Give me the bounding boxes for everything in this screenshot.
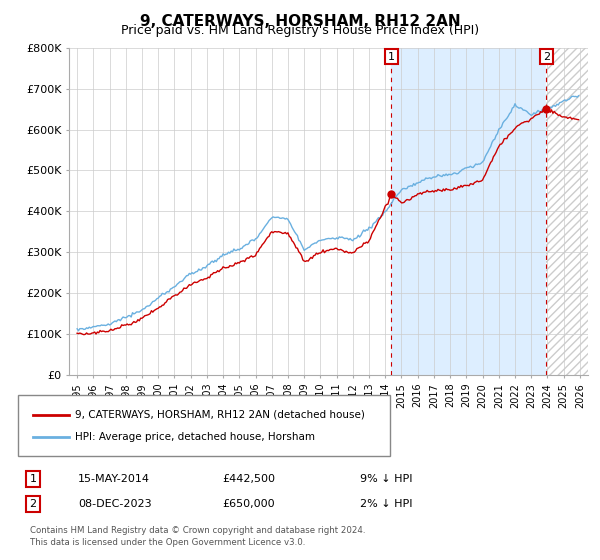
- Text: 15-MAY-2014: 15-MAY-2014: [78, 474, 150, 484]
- Text: 2: 2: [543, 52, 550, 62]
- Text: HPI: Average price, detached house, Horsham: HPI: Average price, detached house, Hors…: [75, 432, 315, 442]
- Text: 2: 2: [29, 499, 37, 509]
- Text: 08-DEC-2023: 08-DEC-2023: [78, 499, 152, 509]
- Text: £442,500: £442,500: [222, 474, 275, 484]
- Bar: [547, 48, 588, 375]
- Bar: [547, 48, 588, 375]
- Text: 1: 1: [29, 474, 37, 484]
- Text: 2% ↓ HPI: 2% ↓ HPI: [360, 499, 413, 509]
- Text: 9, CATERWAYS, HORSHAM, RH12 2AN: 9, CATERWAYS, HORSHAM, RH12 2AN: [140, 14, 460, 29]
- Text: 9% ↓ HPI: 9% ↓ HPI: [360, 474, 413, 484]
- Text: This data is licensed under the Open Government Licence v3.0.: This data is licensed under the Open Gov…: [30, 538, 305, 547]
- Text: 1: 1: [388, 52, 395, 62]
- Text: 9, CATERWAYS, HORSHAM, RH12 2AN (detached house): 9, CATERWAYS, HORSHAM, RH12 2AN (detache…: [75, 409, 365, 419]
- Text: Contains HM Land Registry data © Crown copyright and database right 2024.: Contains HM Land Registry data © Crown c…: [30, 526, 365, 535]
- Bar: [391, 48, 547, 375]
- Text: Price paid vs. HM Land Registry's House Price Index (HPI): Price paid vs. HM Land Registry's House …: [121, 24, 479, 37]
- Text: £650,000: £650,000: [222, 499, 275, 509]
- Bar: [547, 48, 588, 375]
